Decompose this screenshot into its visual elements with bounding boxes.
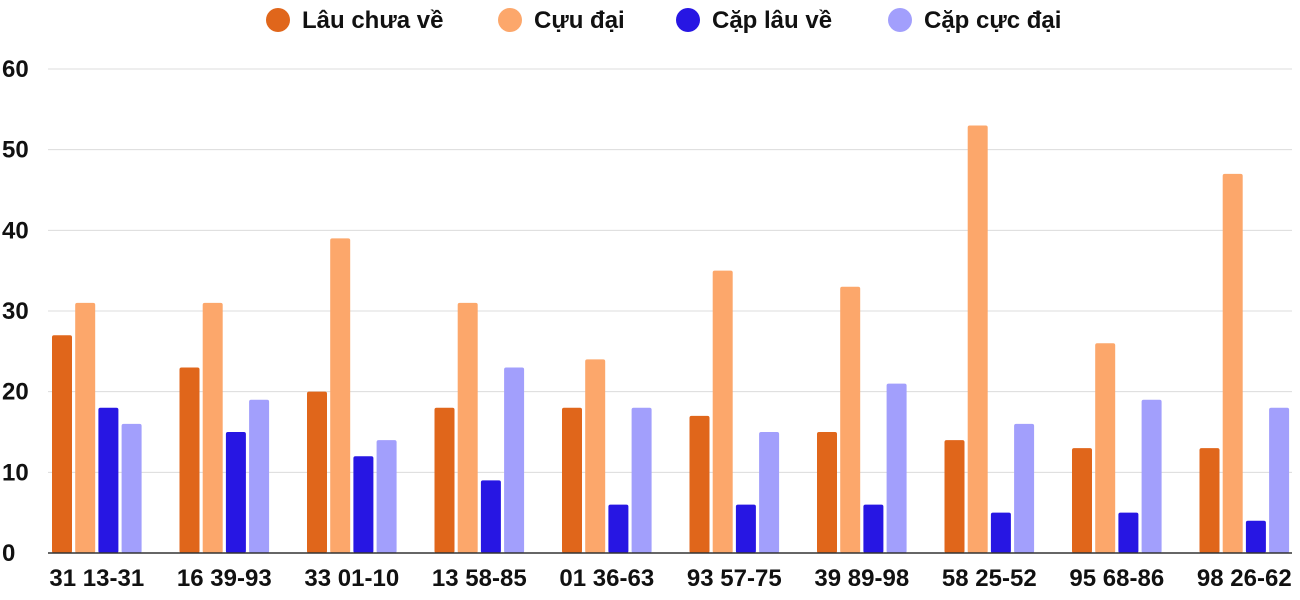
bar — [480, 480, 501, 553]
y-axis: 0 10 20 30 40 50 60 — [2, 56, 29, 567]
bar — [1095, 343, 1116, 553]
bar — [225, 432, 246, 553]
bar — [631, 407, 652, 553]
bar — [1118, 512, 1139, 553]
bar — [353, 456, 374, 553]
bar-group — [52, 302, 142, 553]
x-tick-label: 39 89-98 — [814, 565, 909, 592]
bar-group — [817, 286, 907, 553]
x-tick-label: 95 68-86 — [1069, 565, 1164, 592]
bar — [504, 367, 525, 553]
bar-group — [307, 238, 397, 553]
bar — [562, 407, 582, 553]
bar-group — [1199, 173, 1290, 553]
y-tick-label: 0 — [2, 540, 15, 567]
legend-item: Lâu chưa về — [266, 7, 443, 34]
bar-group — [689, 270, 780, 553]
x-tick-label: 01 36-63 — [559, 565, 654, 592]
legend-swatch — [266, 8, 290, 32]
bar — [330, 238, 351, 553]
bar — [944, 440, 965, 553]
bar — [1199, 448, 1220, 553]
bar — [886, 383, 907, 553]
bar — [52, 335, 72, 553]
legend-label: Lâu chưa về — [302, 7, 443, 34]
bar — [98, 407, 119, 553]
y-tick-label: 30 — [2, 298, 29, 325]
legend-label: Cặp lâu về — [712, 7, 832, 34]
x-tick-label: 58 25-52 — [942, 565, 1037, 592]
x-tick-label: 93 57-75 — [687, 565, 782, 592]
x-tick-label: 33 01-10 — [304, 565, 399, 592]
bar — [863, 504, 884, 553]
bar — [1014, 423, 1035, 553]
bar — [967, 125, 988, 553]
y-tick-label: 50 — [2, 137, 29, 164]
y-tick-label: 10 — [2, 459, 29, 486]
bar — [307, 391, 327, 553]
bar — [990, 512, 1011, 553]
bar — [712, 270, 733, 553]
bar — [585, 359, 606, 553]
y-tick-label: 20 — [2, 379, 29, 406]
bar — [759, 432, 780, 553]
bar — [457, 302, 478, 553]
bar-group — [562, 359, 652, 553]
bar — [179, 367, 200, 553]
bar-group — [434, 302, 525, 553]
legend-item: Cựu đại — [498, 7, 625, 34]
bar — [75, 302, 96, 553]
bar — [1245, 520, 1266, 553]
bar — [1269, 407, 1290, 553]
bar-group — [944, 125, 1035, 553]
bar — [249, 399, 270, 553]
bar — [840, 286, 861, 553]
bar-group — [179, 302, 270, 553]
legend-item: Cặp cực đại — [888, 7, 1061, 34]
x-tick-label: 98 26-62 — [1197, 565, 1292, 592]
legend: Lâu chưa về Cựu đại Cặp lâu về Cặp cực đại — [266, 7, 1061, 34]
x-tick-label: 31 13-31 — [49, 565, 144, 592]
bar — [376, 440, 397, 553]
bar — [817, 432, 837, 553]
legend-swatch — [676, 8, 700, 32]
bar — [1072, 448, 1092, 553]
y-tick-label: 40 — [2, 217, 29, 244]
bar — [434, 407, 455, 553]
bar — [689, 415, 710, 553]
x-tick-label: 13 58-85 — [432, 565, 527, 592]
bar — [1222, 173, 1243, 553]
legend-swatch — [888, 8, 912, 32]
bar — [608, 504, 629, 553]
x-axis: 31 13-31 16 39-93 33 01-10 13 58-85 01 36-63… — [48, 552, 1292, 592]
bar — [121, 423, 142, 553]
x-tick-label: 16 39-93 — [177, 565, 272, 592]
bar — [735, 504, 756, 553]
bars — [52, 125, 1290, 553]
legend-label: Cặp cực đại — [924, 7, 1061, 34]
legend-item: Cặp lâu về — [676, 7, 832, 34]
bar-group — [1072, 343, 1162, 553]
y-tick-label: 60 — [2, 56, 29, 83]
bar — [1141, 399, 1162, 553]
legend-swatch — [498, 8, 522, 32]
legend-label: Cựu đại — [534, 7, 625, 34]
bar — [202, 302, 223, 553]
